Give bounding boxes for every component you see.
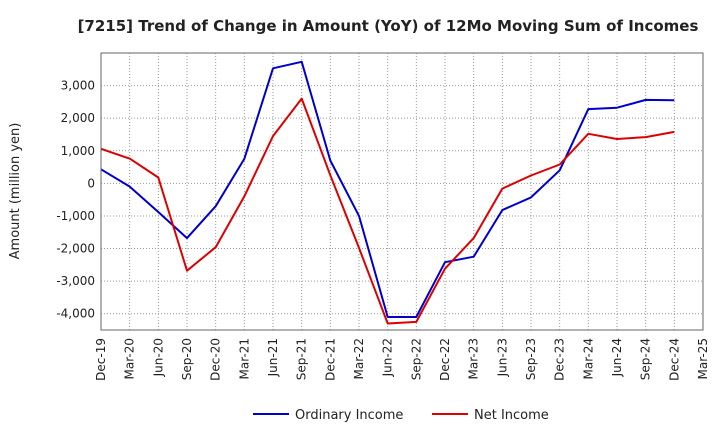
y-tick-label: 3,000 xyxy=(61,79,95,93)
x-tick-label: Dec-24 xyxy=(667,338,681,381)
x-tick-label: Sep-23 xyxy=(524,338,538,380)
x-tick-label: Mar-24 xyxy=(581,338,595,379)
y-tick-label: -2,000 xyxy=(56,242,95,256)
y-axis-label: Amount (million yen) xyxy=(8,123,23,260)
chart-title: [7215] Trend of Change in Amount (YoY) o… xyxy=(78,17,699,35)
x-tick-label: Dec-23 xyxy=(553,338,567,381)
y-tick-label: -3,000 xyxy=(56,274,95,288)
y-tick-label: 1,000 xyxy=(61,144,95,158)
y-tick-label: -1,000 xyxy=(56,209,95,223)
y-tick-label: 2,000 xyxy=(61,111,95,125)
x-tick-label: Jun-24 xyxy=(610,338,624,377)
y-tick-label: -4,000 xyxy=(56,307,95,321)
x-tick-label: Jun-22 xyxy=(381,338,395,377)
series-line-ordinary-income xyxy=(100,60,675,318)
series-line-net-income xyxy=(100,97,675,325)
legend: Ordinary Income Net Income xyxy=(253,408,549,423)
x-tick-label: Sep-24 xyxy=(639,338,653,380)
legend-label: Ordinary Income xyxy=(295,408,403,423)
plot-frame xyxy=(100,52,704,331)
x-tick-label: Mar-25 xyxy=(696,338,710,379)
x-tick-label: Dec-21 xyxy=(323,338,337,381)
x-axis-ticks: Dec-19 Mar-20 Jun-20 Sep-20 Dec-20 Mar-21 Jun-… xyxy=(94,338,710,381)
x-tick-label: Dec-22 xyxy=(438,338,452,381)
x-tick-label: Mar-22 xyxy=(352,338,366,379)
x-tick-label: Jun-21 xyxy=(266,338,280,377)
x-tick-label: Jun-23 xyxy=(495,338,509,377)
x-tick-label: Sep-22 xyxy=(409,338,423,380)
x-tick-label: Mar-20 xyxy=(123,338,137,379)
x-tick-label: Dec-20 xyxy=(209,338,223,381)
legend-label: Net Income xyxy=(474,408,549,423)
y-tick-label: 0 xyxy=(87,176,95,190)
x-tick-label: Jun-20 xyxy=(151,338,165,377)
series-lines xyxy=(100,60,675,325)
x-tick-label: Mar-23 xyxy=(467,338,481,379)
x-tick-label: Sep-20 xyxy=(180,338,194,380)
x-tick-label: Sep-21 xyxy=(295,338,309,380)
y-axis-ticks: 3,000 2,000 1,000 0 -1,000 -2,000 -3,000 -4,000 xyxy=(56,79,95,321)
grid-lines xyxy=(100,53,704,330)
x-tick-label: Dec-19 xyxy=(94,338,108,381)
x-tick-label: Mar-21 xyxy=(237,338,251,379)
